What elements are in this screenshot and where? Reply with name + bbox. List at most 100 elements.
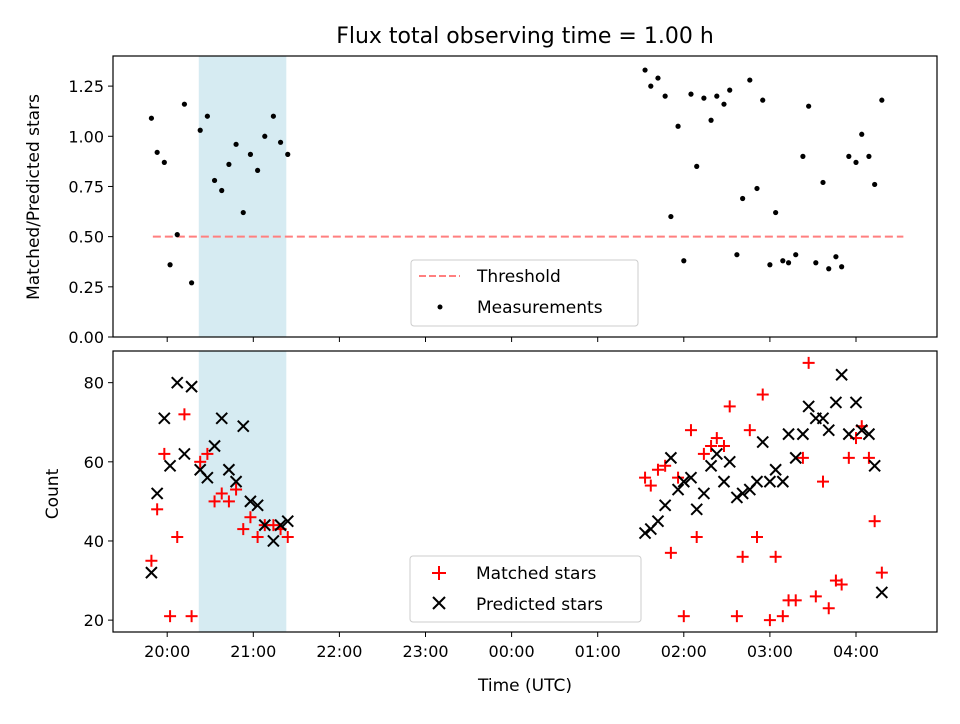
matched-star-point xyxy=(251,531,264,544)
matched-star-point xyxy=(208,495,221,508)
predicted-star-b xyxy=(862,427,876,441)
predicted-star-point xyxy=(677,475,691,488)
bottom-shaded-span xyxy=(198,351,287,632)
matched-star-point xyxy=(789,594,802,607)
measurement-point xyxy=(197,127,203,133)
measurement-point xyxy=(255,167,261,174)
predicted-star-point xyxy=(816,412,830,425)
measurement-point xyxy=(167,262,173,268)
predicted-star-point xyxy=(776,475,790,488)
predicted-star-b xyxy=(664,451,678,465)
matched-star-point xyxy=(835,578,848,591)
matched-star-point xyxy=(201,447,214,460)
predicted-star-point xyxy=(842,427,856,441)
predicted-star-point xyxy=(145,566,158,579)
predicted-star-b xyxy=(145,566,158,579)
predicted-star-point xyxy=(736,487,749,500)
measurement-point xyxy=(694,163,700,169)
predicted-star-b xyxy=(789,451,802,465)
matched-star-point xyxy=(710,432,723,445)
x-tick-label: 04:00 xyxy=(833,642,879,661)
measurement-point xyxy=(866,153,872,159)
predicted-star-point xyxy=(855,423,868,437)
predicted-star-point xyxy=(690,503,703,516)
bottom-axes-frame xyxy=(112,350,938,633)
measurement-point xyxy=(285,151,291,157)
measurement-point xyxy=(853,159,859,165)
measurement-point xyxy=(204,113,210,119)
predicted-star-b xyxy=(684,471,698,484)
predicted-star-b xyxy=(178,447,191,461)
measurement-point xyxy=(188,280,195,286)
matched-star-point xyxy=(237,523,250,536)
measurement-point xyxy=(740,195,746,202)
matched-star-point xyxy=(743,424,756,437)
predicted-star-point xyxy=(835,368,848,381)
measurement-point xyxy=(800,153,806,159)
matched-legend-label: Matched stars xyxy=(476,564,596,584)
predicted-star-point xyxy=(730,491,744,504)
predicted-star-b xyxy=(816,412,830,425)
predicted-star-b xyxy=(638,526,652,540)
top-ytick-label: 1.25 xyxy=(68,77,104,96)
predicted-star-point xyxy=(763,475,777,488)
chart-title: Flux total observing time = 1.00 h xyxy=(336,24,714,49)
matched-star-point xyxy=(769,550,782,563)
matched-star-point xyxy=(802,356,815,369)
matched-star-point xyxy=(684,424,697,437)
measurement-point xyxy=(806,103,812,109)
top-ytick-label: 0.75 xyxy=(68,177,104,196)
predicted-star-point xyxy=(274,518,287,532)
matched-star-point xyxy=(659,459,672,472)
measurement-point xyxy=(780,258,786,264)
predicted-star-point xyxy=(215,412,228,425)
measurement-point xyxy=(793,252,799,258)
predicted-star-b xyxy=(736,487,749,500)
predicted-star-b xyxy=(237,419,250,433)
predicted-star-b xyxy=(750,475,764,488)
top-panel-ratio: 0.00 0.25 0.50 0.75 1.00 1.25 xyxy=(68,55,938,347)
x-tick-label: 03:00 xyxy=(747,642,793,661)
predicted-star-b xyxy=(150,487,164,500)
measurement-point xyxy=(154,149,160,155)
measurement-point xyxy=(247,151,254,157)
predicted-star-point xyxy=(258,518,271,532)
measurement-point xyxy=(211,177,218,184)
measurement-point xyxy=(181,101,188,107)
predicted-star-b xyxy=(171,376,184,389)
matched-star-point xyxy=(178,408,191,421)
predicted-star-point xyxy=(849,396,863,409)
matched-star-point xyxy=(776,610,789,623)
matched-star-point xyxy=(267,519,280,532)
x-tick-label: 02:00 xyxy=(661,642,707,661)
bottom-panel-counts: 20 40 60 80 20:00 21:00 22:00 23:00 00:00 01:00 02… xyxy=(84,350,938,661)
predicted-star-b xyxy=(258,518,271,532)
matched-star-point xyxy=(151,503,164,516)
predicted-star-b xyxy=(215,412,228,425)
predicted-star-point xyxy=(638,526,652,540)
predicted-star-b xyxy=(163,459,177,472)
measurement-point xyxy=(688,91,694,97)
measurement-point xyxy=(174,232,180,238)
predicted-star-point xyxy=(178,447,191,461)
predicted-star-b xyxy=(697,487,711,500)
predicted-star-point xyxy=(150,487,164,500)
measurement-point xyxy=(662,93,668,99)
measurement-point xyxy=(727,87,733,93)
bottom-ytick-label: 20 xyxy=(84,611,104,630)
measurement-point xyxy=(668,213,674,220)
predicted-star-point xyxy=(802,400,815,413)
predicted-star-point xyxy=(251,499,264,512)
measurement-point xyxy=(219,187,225,194)
predicted-star-b xyxy=(868,459,881,472)
predicted-star-b xyxy=(185,380,198,393)
matched-star-point xyxy=(756,388,769,401)
bottom-ytick-label: 40 xyxy=(84,532,104,551)
predicted-star-point xyxy=(862,427,876,441)
matched-star-point xyxy=(868,515,881,528)
matched-star-point xyxy=(677,610,690,623)
predicted-star-b xyxy=(244,495,257,508)
bottom-legend: Matched stars Predicted stars xyxy=(409,555,642,623)
predicted-star-b xyxy=(193,463,207,476)
